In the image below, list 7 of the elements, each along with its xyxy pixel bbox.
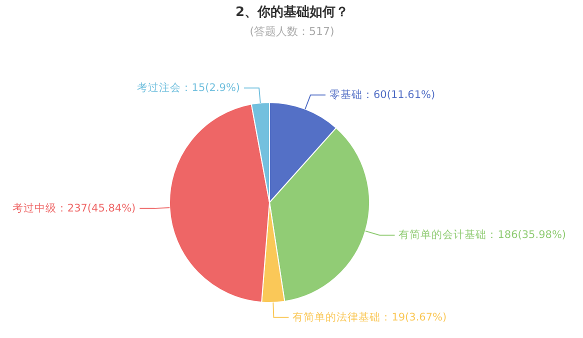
slice-label: 零基础：60(11.61%) (330, 88, 436, 102)
slice-label: 有简单的会计基础：186(35.98%) (398, 228, 566, 242)
slice-label: 有简单的法律基础：19(3.67%) (292, 310, 447, 324)
chart-title: 2、你的基础如何？ (235, 5, 349, 20)
slice-label: 考过中级：237(45.84%) (12, 201, 136, 214)
slice-label: 考过注会：15(2.9%) (136, 80, 240, 94)
chart-subtitle: (答题人数：517) (250, 25, 334, 38)
